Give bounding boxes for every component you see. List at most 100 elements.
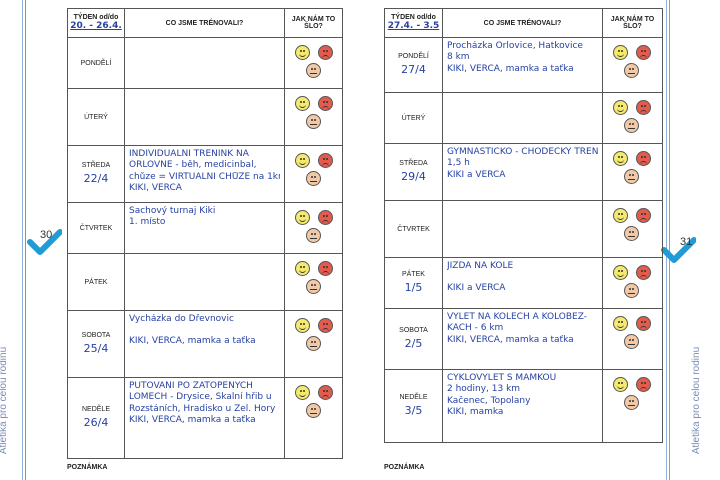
day-date: 2/5	[404, 337, 423, 351]
activity-line: Procházka Orlovice, Hatkovice	[447, 41, 583, 51]
sad-face-icon	[636, 377, 651, 392]
day-label: STŘEDA	[81, 162, 111, 170]
mood-cell	[284, 253, 343, 311]
neutral-face-icon	[306, 114, 321, 129]
activity-line: JÍZDA NA KOLE	[447, 261, 514, 271]
activity-line: 1. místo	[129, 217, 166, 228]
activity-cell: Vycházka do Dřevnovic KIKI, VERČA, mamka …	[124, 310, 285, 378]
neutral-face-icon	[624, 226, 639, 241]
activity-line: KIKI, mamka	[447, 406, 504, 417]
mood-cell	[602, 92, 663, 144]
mood-cell	[284, 145, 343, 203]
day-cell: SOBOTA 25/4	[67, 310, 125, 378]
activity-line: Rozstáních, Hradisko u Zel. Hory	[129, 403, 276, 414]
activity-line: KIKI, VERČA, mamka a taťka	[447, 63, 574, 74]
day-label: PÁTEK	[402, 271, 425, 279]
day-cell: NEDĚLE 3/5	[384, 369, 443, 443]
activity-cell: JÍZDA NA KOLE KIKI a VERČA	[442, 257, 603, 309]
right-page: Atletika pro celou rodinu 31 TÝDEN od/do…	[360, 0, 720, 480]
day-cell: PÁTEK 1/5	[384, 257, 443, 309]
sad-face-icon	[636, 208, 651, 223]
trained-header: CO JSME TRÉNOVALI?	[124, 8, 285, 38]
check-mark-icon	[27, 229, 62, 255]
day-row: NEDĚLE 3/5 CYKLOVÝLET S MAMKOU 2 hodiny, 13…	[384, 369, 663, 443]
activity-line: Vycházka do Dřevnovic	[129, 314, 234, 324]
activity-line: KIKI, VERČA	[129, 182, 182, 193]
sad-face-icon	[636, 151, 651, 166]
sad-face-icon	[318, 153, 333, 168]
day-row: SOBOTA 25/4 Vycházka do Dřevnovic KIKI, VER…	[67, 310, 343, 378]
activity-cell	[124, 253, 285, 311]
day-row: ČTVRTEK	[384, 200, 663, 258]
sad-face-icon	[636, 45, 651, 60]
day-label: PÁTEK	[84, 278, 108, 286]
sad-face-icon	[636, 265, 651, 280]
day-label: PONDĚLÍ	[398, 53, 429, 61]
sad-face-icon	[318, 210, 333, 225]
day-date: 27/4	[401, 63, 426, 77]
day-cell: STŘEDA 29/4	[384, 143, 443, 201]
sad-face-icon	[318, 385, 333, 400]
activity-line: INDIVIDUÁLNÍ TRÉNINK NA	[129, 149, 249, 159]
day-cell: ÚTERÝ	[67, 88, 125, 146]
day-row: STŘEDA 29/4 GYMNASTICKO - CHODECKÝ TRÉNINK…	[384, 143, 663, 201]
day-date: 29/4	[401, 170, 426, 184]
activity-line	[447, 272, 598, 283]
neutral-face-icon	[306, 279, 321, 294]
activity-cell	[442, 200, 603, 258]
activity-line: ORLOVNĚ - běh, medicinbal,	[129, 160, 257, 171]
activity-line: chůze = VIRTUÁLNÍ CHŮZE na 1km	[129, 171, 280, 182]
happy-face-icon	[613, 45, 628, 60]
neutral-face-icon	[624, 169, 639, 184]
mood-cell	[284, 377, 343, 459]
activity-cell	[124, 88, 285, 146]
margin-line-pink	[669, 0, 670, 480]
day-cell: ČTVRTEK	[67, 202, 125, 254]
mood-cell	[602, 369, 663, 443]
day-row: ÚTERÝ	[67, 88, 343, 146]
mood-cell	[602, 200, 663, 258]
happy-face-icon	[295, 45, 310, 60]
feel-header: JAK NÁM TO ŠLO?	[284, 8, 343, 38]
week-header: TÝDEN od/do 27.4. - 3.5	[384, 8, 443, 38]
neutral-face-icon	[624, 283, 639, 298]
activity-line: 1,5 h	[447, 158, 470, 169]
day-cell: SOBOTA 2/5	[384, 308, 443, 370]
week-header-label: TÝDEN od/do	[73, 13, 119, 21]
day-row: NEDĚLE 26/4 PUTOVÁNÍ PO ZATOPENÝCH LOMECH -…	[67, 377, 343, 459]
activity-cell	[124, 37, 285, 89]
day-cell: NEDĚLE 26/4	[67, 377, 125, 459]
activity-cell: GYMNASTICKO - CHODECKÝ TRÉNINK 1,5 h KIKI …	[442, 143, 603, 201]
happy-face-icon	[295, 385, 310, 400]
day-label: ČTVRTEK	[397, 225, 430, 233]
mood-cell	[602, 257, 663, 309]
activity-line: KIKI, VERČA, mamka a taťka	[447, 334, 574, 345]
neutral-face-icon	[306, 63, 321, 78]
check-mark-icon	[661, 237, 696, 263]
week-range: 20. - 26.4.	[70, 20, 122, 31]
happy-face-icon	[613, 265, 628, 280]
happy-face-icon	[613, 316, 628, 331]
margin-line-blue	[666, 0, 667, 480]
activity-cell: PUTOVÁNÍ PO ZATOPENÝCH LOMECH - Drysice, …	[124, 377, 285, 459]
side-caption: Atletika pro celou rodinu	[0, 346, 10, 455]
margin-line-blue	[22, 0, 23, 480]
day-label: PONDĚLÍ	[80, 59, 112, 67]
margin-line-green	[25, 0, 26, 480]
day-row: ČTVRTEK Šachový turnaj Kiki 1. místo	[67, 202, 343, 254]
mood-cell	[284, 88, 343, 146]
side-caption: Atletika pro celou rodinu	[691, 346, 703, 455]
note-label-right: POZNÁMKA	[384, 464, 425, 471]
day-label: ÚTERÝ	[84, 113, 108, 121]
activity-line: VÝLET NA KOLECH A KOLOBĚŽ-	[447, 312, 587, 322]
neutral-face-icon	[624, 395, 639, 410]
happy-face-icon	[613, 151, 628, 166]
mood-cell	[602, 308, 663, 370]
neutral-face-icon	[624, 63, 639, 78]
activity-line: KIKI a VERČA	[447, 169, 506, 180]
sad-face-icon	[318, 261, 333, 276]
day-cell: PONDĚLÍ	[67, 37, 125, 89]
day-cell: PONDĚLÍ 27/4	[384, 37, 443, 93]
day-row: ÚTERÝ	[384, 92, 663, 144]
happy-face-icon	[295, 318, 310, 333]
